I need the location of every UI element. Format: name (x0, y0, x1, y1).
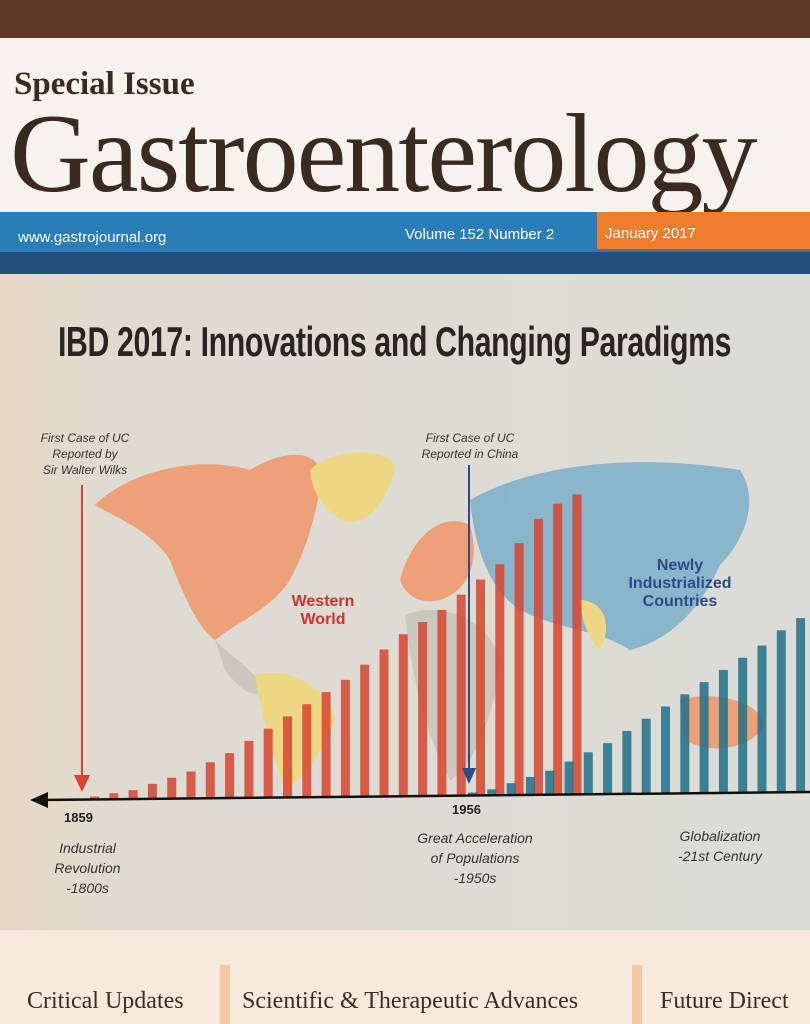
section-critical-updates: Critical Updates (27, 988, 184, 1014)
western-bar (128, 790, 138, 800)
note-line: Reported by (52, 447, 118, 461)
western-bar (398, 634, 408, 797)
western-bar (572, 494, 582, 795)
era-line: Great Acceleration (417, 830, 533, 846)
map-north-america (95, 454, 322, 640)
newly-bar (545, 770, 555, 795)
era-great-acceleration: Great Acceleration of Populations -1950s (395, 828, 555, 888)
note-first-case-china: First Case of UC Reported in China (405, 430, 535, 462)
western-bar (205, 762, 215, 799)
note-line: First Case of UC (425, 431, 515, 445)
newly-bar (564, 761, 574, 795)
newly-bar (487, 789, 497, 796)
sections-strip (0, 930, 810, 1024)
issue-date: January 2017 (605, 225, 696, 242)
map-europe (400, 521, 474, 602)
note-line: Sir Walter Wilks (42, 463, 128, 477)
era-globalization: Globalization -21st Century (650, 826, 790, 866)
newly-bar (468, 792, 477, 796)
map-south-america (255, 672, 335, 790)
western-bar (360, 664, 370, 797)
cover-headline: IBD 2017: Innovations and Changing Parad… (58, 318, 732, 365)
info-band: www.gastrojournal.org Volume 152 Number … (0, 212, 810, 252)
western-bar (456, 594, 466, 796)
map-central-america (215, 640, 265, 694)
newly-bar (776, 630, 786, 793)
timeline-arrowhead (30, 792, 48, 808)
western-bar (533, 518, 543, 795)
newly-bar (603, 743, 613, 795)
western-bar (340, 679, 350, 797)
western-bar (90, 796, 99, 800)
region-line: Countries (642, 593, 718, 610)
note-first-case-uk: First Case of UC Reported by Sir Walter … (30, 430, 140, 478)
newly-bar (622, 730, 632, 794)
special-issue-label: Special Issue (14, 66, 195, 102)
era-line: of Populations (430, 850, 520, 866)
western-bar (302, 704, 312, 798)
label-western-world: Western World (278, 593, 368, 629)
western-bar (437, 609, 447, 796)
western-bar (321, 692, 331, 798)
western-bar (225, 753, 235, 799)
western-bar (418, 622, 428, 797)
map-greenland (310, 452, 395, 522)
section-scientific-advances: Scientific & Therapeutic Advances (242, 988, 579, 1014)
newly-bar (680, 694, 690, 794)
newly-bar (738, 657, 748, 793)
map-india (580, 600, 607, 650)
western-bar (379, 649, 389, 797)
issue-date-box: January 2017 (597, 212, 810, 249)
newly-bar (661, 706, 670, 794)
divider-stripe (0, 252, 810, 274)
region-line: Industrialized (628, 575, 732, 592)
western-bar (186, 771, 196, 799)
western-bar (167, 777, 177, 799)
newly-bar (525, 776, 535, 795)
western-bar (147, 783, 157, 799)
region-line: Newly (656, 557, 704, 574)
china-marker-arrowhead (462, 768, 476, 784)
label-newly-industrialized: Newly Industrialized Countries (615, 557, 745, 611)
western-bar (283, 716, 292, 798)
era-line: -21st Century (677, 848, 763, 864)
region-line: Western (291, 593, 355, 610)
note-line: Reported in China (421, 447, 519, 461)
newly-bar (699, 682, 709, 794)
journal-masthead: Gastroenterology (10, 92, 758, 216)
newly-bar (506, 783, 516, 796)
era-industrial-revolution: Industrial Revolution -1800s (30, 838, 145, 898)
timeline-axis (39, 790, 810, 802)
newly-bar (757, 645, 767, 793)
region-line: World (300, 611, 346, 628)
newly-bar (641, 718, 651, 794)
note-line: First Case of UC (40, 431, 130, 445)
section-future-directions: Future Direct (660, 988, 789, 1014)
western-bar (495, 564, 505, 796)
section-separator (632, 965, 642, 1024)
volume-number: Volume 152 Number 2 (405, 226, 555, 243)
western-bar (514, 543, 524, 796)
era-line: -1800s (66, 880, 109, 896)
western-bar (476, 579, 485, 796)
western-world-bars (90, 494, 582, 800)
world-map-bar-illustration (30, 452, 810, 808)
newly-bar (718, 669, 728, 793)
journal-url: www.gastrojournal.org (18, 229, 167, 246)
western-bar (553, 503, 563, 795)
western-bar (109, 793, 119, 800)
western-bar (244, 740, 254, 798)
western-bar (263, 728, 273, 798)
newly-bar (796, 618, 806, 793)
era-line: Globalization (679, 828, 761, 844)
newly-bar (583, 752, 593, 795)
era-line: Revolution (54, 860, 121, 876)
wilks-marker-arrowhead (74, 775, 90, 792)
section-separator (220, 965, 230, 1024)
year-1956: 1956 (452, 802, 481, 817)
era-line: Industrial (59, 840, 116, 856)
era-line: -1950s (453, 870, 497, 886)
year-1859: 1859 (64, 810, 93, 825)
newly-industrialized-bars (468, 618, 806, 796)
